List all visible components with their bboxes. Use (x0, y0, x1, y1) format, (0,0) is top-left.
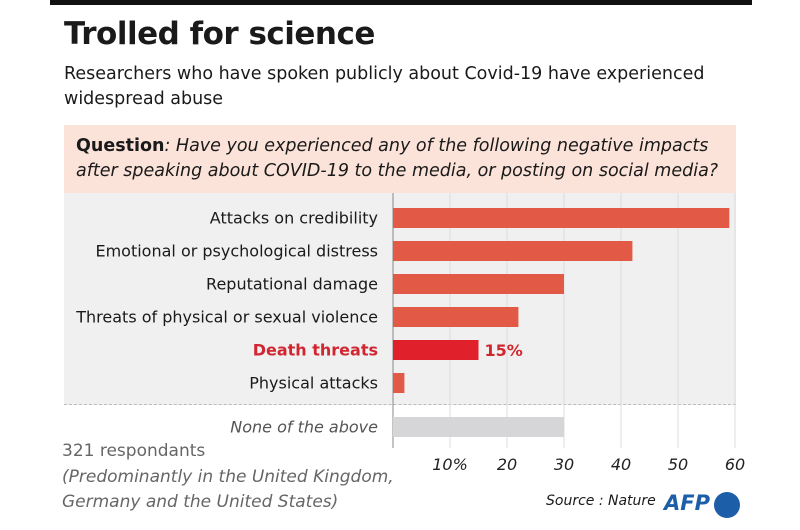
chart-title: Trolled for science (64, 16, 375, 52)
question-box: Question: Have you experienced any of th… (64, 125, 736, 193)
source: Source : Nature (546, 493, 656, 509)
bar (393, 417, 564, 437)
chart-background (64, 193, 736, 405)
category-label: Emotional or psychological distress (95, 241, 378, 261)
data-label: 15% (485, 341, 523, 360)
respondents: 321 respondants (62, 441, 206, 461)
bar (393, 340, 479, 360)
afp-logo: AFP (664, 491, 710, 515)
bar (393, 274, 564, 294)
category-label: Death threats (252, 340, 378, 360)
question-label: Question (76, 136, 165, 156)
tick-label: 30 (554, 455, 574, 474)
tick-label: 10% (432, 455, 468, 474)
tick-label: 60 (725, 455, 745, 474)
chart-subtitle: Researchers who have spoken publicly abo… (64, 64, 705, 109)
category-label: Threats of physical or sexual violence (76, 307, 378, 327)
tick-label: 50 (668, 455, 688, 474)
question-text: Question: Have you experienced any of th… (76, 134, 736, 184)
category-label: Attacks on credibility (209, 208, 378, 228)
respondents-note: (Predominantly in the United Kingdom, Ge… (62, 467, 394, 512)
top-rule (50, 0, 752, 5)
question-body: : Have you experienced any of the follow… (76, 136, 719, 181)
category-label: Physical attacks (249, 373, 378, 393)
afp-logo-dot (714, 492, 740, 518)
separator (64, 404, 736, 405)
category-label: None of the above (230, 417, 378, 437)
bar (393, 241, 633, 261)
bar (393, 307, 519, 327)
bar (393, 208, 730, 228)
tick-label: 20 (497, 455, 517, 474)
bar (393, 373, 405, 393)
category-label: Reputational damage (206, 274, 378, 294)
tick-label: 40 (611, 455, 631, 474)
